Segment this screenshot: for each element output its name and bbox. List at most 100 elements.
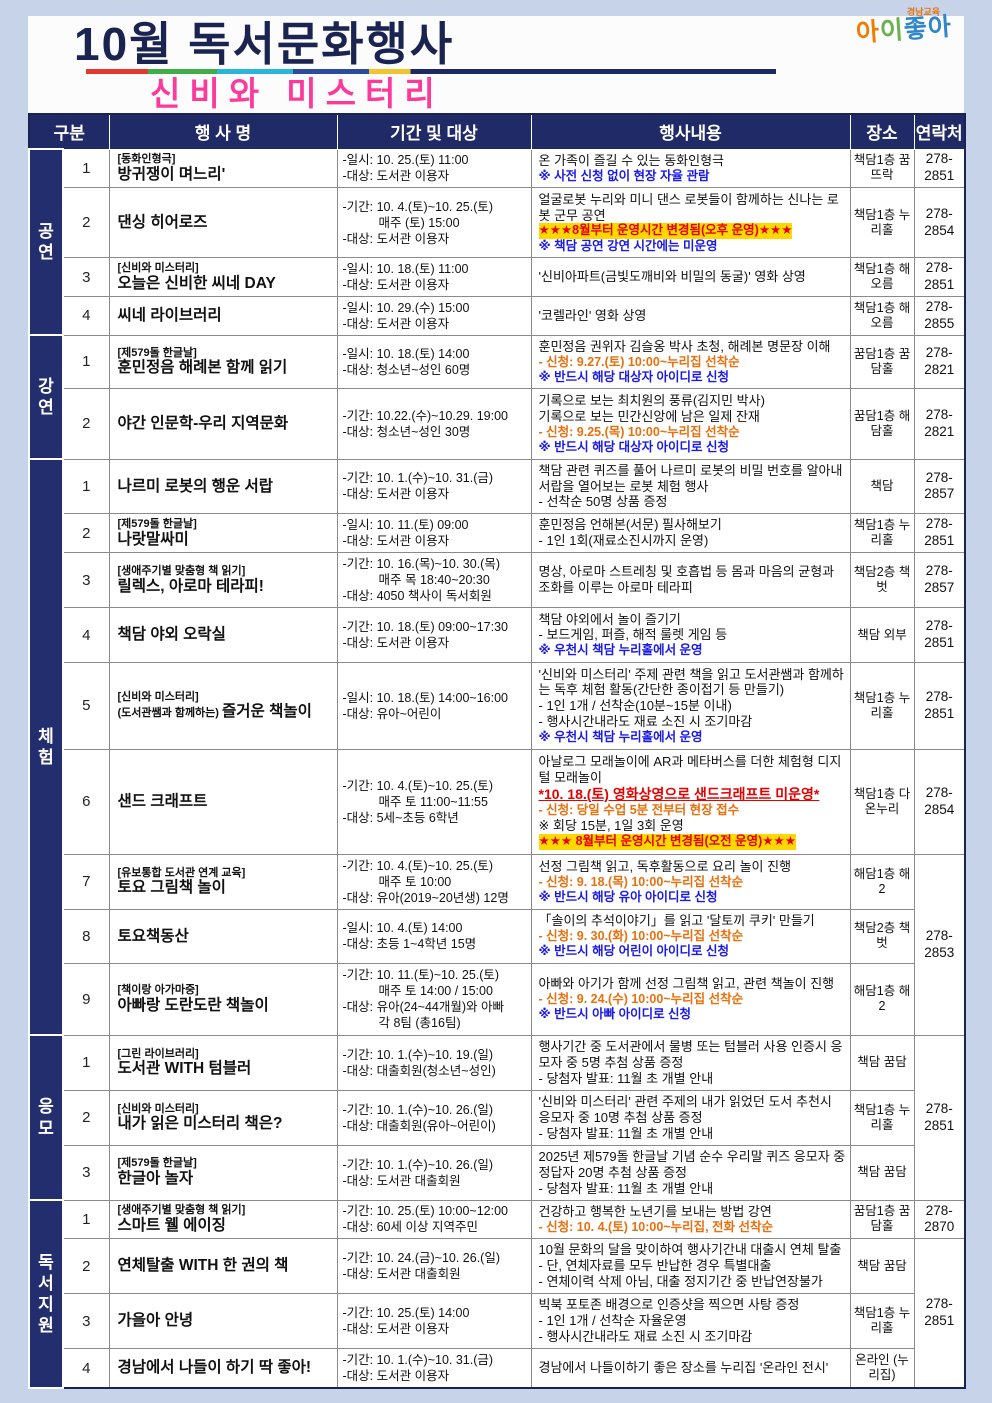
- period-target-cell: -일시: 10. 25.(토) 11:00 -대상: 도서관 이용자: [336, 148, 532, 189]
- event-name-cell: [신비와 미스터리] 오늘은 신비한 씨네 DAY: [108, 257, 338, 297]
- contact-cell: 278-2853: [913, 853, 966, 1036]
- event-name-cell: [유보통합 도서관 연계 교육] 토요 그림책 놀이: [108, 853, 338, 911]
- aijoa-logo-text: 아이좋아: [855, 12, 953, 48]
- event-detail-cell: 명상, 아로마 스트레칭 및 호흡법 등 몸과 마음의 균형과 조화를 이루는 …: [530, 552, 851, 609]
- contact-cell: 278-2821: [913, 388, 966, 460]
- contact-cell: 278-2851: [913, 607, 966, 663]
- period-target-cell: -기간: 10. 1.(수)~10. 19.(일) -대상: 대출회원(청소년~성…: [336, 1034, 532, 1091]
- event-name-cell: [제579돌 한글날] 한글아 놀자: [108, 1144, 338, 1201]
- event-name: 나르미 로봇의 행운 서랍: [117, 477, 274, 495]
- event-name-cell: [제579돌 한글날] 나랏말싸미: [108, 513, 338, 554]
- row-number: 8: [62, 909, 110, 964]
- event-name-cell: [동화인형극] 방귀쟁이 며느리': [108, 148, 338, 189]
- contact-cell: 278-2851: [913, 661, 966, 751]
- event-tag: [그린 라이브러리]: [117, 1047, 199, 1060]
- event-row: 강 연 1 [제579돌 한글날] 훈민정음 해례본 함께 읽기 -일시: 10. 18.…: [28, 334, 966, 461]
- location-cell: 책담 꿈담: [849, 1238, 915, 1295]
- row-number: 1: [62, 334, 110, 390]
- location-cell: 해담1층 해2: [849, 962, 915, 1036]
- event-name: 토요 그림책 놀이: [117, 879, 226, 897]
- event-detail-cell: 아빠와 아기가 함께 선정 그림책 읽고, 관련 책놀이 진행 - 신청: 9. …: [530, 962, 851, 1036]
- event-name-cell: [제579돌 한글날] 훈민정음 해례본 함께 읽기: [108, 334, 338, 390]
- period-target-cell: -기간: 10. 25.(토) 14:00 -대상: 도서관 이용자: [336, 1293, 532, 1350]
- event-name: 가을아 안녕: [117, 1312, 194, 1330]
- event-name-cell: 경남에서 나들이 하기 딱 좋아!: [108, 1348, 338, 1389]
- logo-small-text: 경남교육: [906, 7, 940, 17]
- event-detail-cell: 훈민정음 권위자 김슬옹 박사 초청, 해례본 명문장 이해 - 신청: 9.27…: [530, 334, 851, 390]
- contact-cell: 278-2851: [913, 1034, 966, 1201]
- contact-cell: 278-2851: [913, 257, 966, 297]
- event-tag: [제579돌 한글날]: [117, 346, 197, 359]
- event-detail-cell: 온 가족이 즐길 수 있는 동화인형극 ※ 사전 신청 없이 현장 자율 관람: [530, 148, 851, 189]
- event-detail-cell: 건강하고 행복한 노년기를 보내는 방법 강연 - 신청: 10. 4.(토) 1…: [530, 1199, 851, 1240]
- event-row: 3 [생애주기별 맞춤형 책 읽기] 릴렉스, 아로마 테라피! -기간: 10. 1…: [29, 552, 966, 609]
- event-row: 8 토요책동산 -일시: 10. 4.(토) 14:00 -대상: 초등 1~4학년 …: [29, 909, 965, 964]
- col-header-event-name: 행 사 명: [108, 113, 338, 150]
- period-target-cell: -일시: 10. 11.(토) 09:00 -대상: 도서관 이용자: [336, 513, 532, 554]
- page-title: 10월 독서문화행사: [74, 18, 455, 70]
- event-name: (도서관쌤과 함께하는) 즐거운 책놀이: [117, 703, 312, 721]
- event-row: 6 샌드 크래프트 -기간: 10. 4.(토)~10. 25.(토) 매주 토 11…: [29, 749, 966, 855]
- events-table: 구분 행 사 명 기간 및 대상 행사내용 장소 연락처 공 연 1 [동화인형극] 방…: [28, 113, 966, 1389]
- event-name: 도서관 WITH 텀블러: [117, 1060, 252, 1078]
- event-row: 4 책담 야외 오락실 -기간: 10. 18.(토) 09:00~17:30 -대상…: [29, 607, 966, 663]
- event-tag: [신비와 미스터리]: [117, 261, 199, 274]
- period-target-cell: -기간: 10. 24.(금)~10. 26.(일) -대상: 도서관 대출회원: [336, 1238, 532, 1295]
- period-target-cell: -기간: 10. 1.(수)~10. 26.(일) -대상: 대출회원(유아~어린…: [336, 1089, 532, 1146]
- event-detail-cell: 「솔이의 추석이야기」를 읽고 '달토끼 쿠키' 만들기 - 신청: 9. 30.…: [530, 909, 851, 964]
- location-cell: 책담1층 다온누리: [849, 749, 915, 855]
- contact-cell: 278-2854: [913, 749, 966, 855]
- row-number: 7: [62, 853, 110, 911]
- location-cell: 책담 꿈담: [849, 1144, 915, 1201]
- contact-cell: 278-2857: [913, 458, 966, 515]
- location-cell: 책담1층 누리홀: [849, 1089, 915, 1146]
- row-number: 1: [62, 1034, 110, 1091]
- period-target-cell: -기간: 10. 1.(수)~10. 31.(금) -대상: 도서관 이용자: [336, 1348, 532, 1389]
- event-name-cell: 토요책동산: [108, 909, 338, 964]
- event-row: 2 연체탈출 WITH 한 권의 책 -기간: 10. 24.(금)~10. 26.…: [29, 1238, 966, 1389]
- event-name-cell: 책담 야외 오락실: [108, 607, 338, 663]
- events-table-body: 공 연 1 [동화인형극] 방귀쟁이 며느리' -일시: 10. 25.(토) 11:00…: [28, 147, 966, 1389]
- location-cell: 책담1층 해오름: [849, 296, 915, 336]
- location-cell: 책담1층 해오름: [849, 257, 915, 297]
- location-cell: 책담 꿈담: [849, 1034, 915, 1091]
- row-number: 9: [62, 962, 110, 1036]
- row-number: 2: [62, 388, 110, 460]
- event-detail-cell: '코렐라인' 영화 상영: [530, 296, 851, 336]
- event-row: 9 [책이랑 아가마중] 아빠랑 도란도란 책놀이 -기간: 10. 11.(토)~1…: [29, 962, 965, 1036]
- event-name: 나랏말싸미: [117, 530, 189, 548]
- event-name: 책담 야외 오락실: [117, 626, 226, 644]
- col-header-contact: 연락처: [913, 113, 966, 150]
- period-target-cell: -일시: 10. 18.(토) 14:00 -대상: 청소년~성인 60명: [336, 334, 532, 390]
- event-row: 체 험 1 나르미 로봇의 행운 서랍 -기간: 10. 1.(수)~10. 31.(금…: [28, 458, 966, 1037]
- contact-cell: 278-2851: [913, 513, 966, 554]
- event-tag: [책이랑 아가마중]: [117, 984, 199, 997]
- period-target-cell: -일시: 10. 4.(토) 14:00 -대상: 초등 1~4학년 15명: [336, 909, 532, 964]
- page-subtitle: 신비와 미스터리: [150, 74, 444, 112]
- period-target-cell: -기간: 10. 1.(수)~10. 31.(금) -대상: 도서관 이용자: [336, 458, 532, 515]
- event-name-cell: 연체탈출 WITH 한 권의 책: [108, 1238, 338, 1295]
- event-name-cell: 댄싱 히어로즈: [108, 187, 338, 259]
- event-detail-cell: 2025년 제579돌 한글날 기념 순수 우리말 퀴즈 응모자 중 정답자 2…: [530, 1144, 851, 1201]
- aijoa-logo: 경남교육 아이좋아: [855, 7, 953, 48]
- event-name-cell: 씨네 라이브러리: [108, 296, 338, 336]
- event-row: 3 [신비와 미스터리] 오늘은 신비한 씨네 DAY -일시: 10. 18.(토)…: [29, 257, 966, 297]
- period-target-cell: -기간: 10.22.(수)~10.29. 19:00 -대상: 청소년~성인 3…: [336, 388, 532, 460]
- row-number: 4: [62, 607, 110, 663]
- row-number: 3: [62, 257, 110, 297]
- event-tag: [제579돌 한글날]: [117, 1157, 197, 1170]
- event-row: 3 [제579돌 한글날] 한글아 놀자 -기간: 10. 1.(수)~10. 26.…: [29, 1144, 965, 1201]
- location-cell: 책담1층 누리홀: [849, 661, 915, 751]
- row-number: 5: [62, 661, 110, 751]
- event-detail-cell: '신비와 미스터리' 주제 관련 책을 읽고 도서관쌤과 함께하는 독후 체험 …: [530, 661, 851, 751]
- location-cell: 책담1층 누리홀: [849, 187, 915, 259]
- period-target-cell: -기간: 10. 11.(토)~10. 25.(토) 매주 토 14:00 / 1…: [336, 962, 532, 1036]
- event-name-cell: 나르미 로봇의 행운 서랍: [108, 458, 338, 515]
- location-cell: 꿈담1층 꿈담홀: [849, 1199, 915, 1240]
- event-name: 댄싱 히어로즈: [117, 213, 208, 231]
- location-cell: 해담1층 해2: [849, 853, 915, 911]
- event-name-cell: 가을아 안녕: [108, 1293, 338, 1350]
